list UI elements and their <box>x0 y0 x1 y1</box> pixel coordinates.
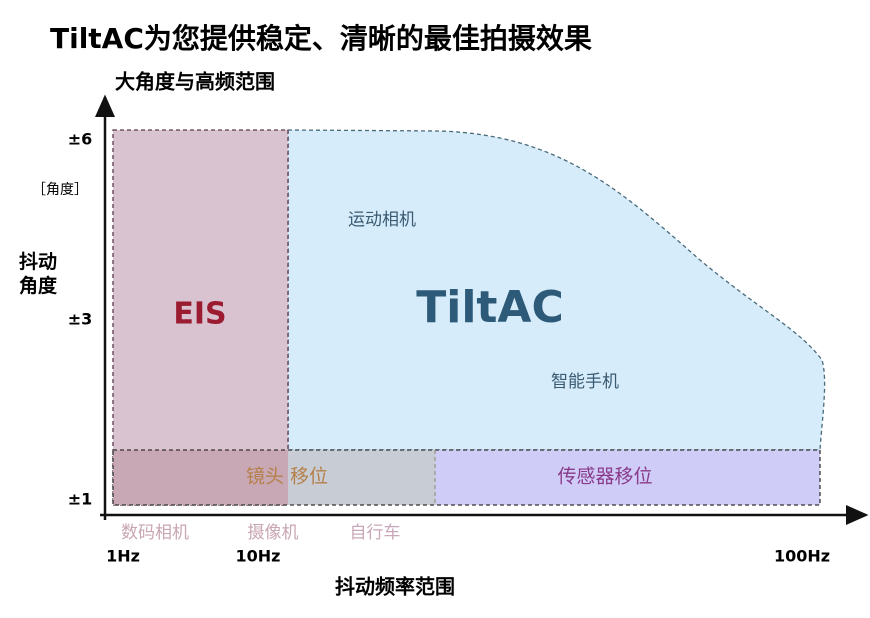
example-label: 运动相机 <box>348 210 416 230</box>
lens-band <box>288 450 435 505</box>
y-tick: ±6 <box>68 130 93 149</box>
x-tick: 100Hz <box>774 547 830 566</box>
eis-label: EIS <box>173 297 226 332</box>
example-label: 数码相机 <box>121 523 189 543</box>
y-axis-label: 抖动角度 <box>18 251 57 297</box>
subtitle: 大角度与高频范围 <box>115 70 275 94</box>
x-tick: 1Hz <box>106 547 140 566</box>
sensor-band-label: 传感器移位 <box>557 466 652 488</box>
band-overlap <box>113 450 288 505</box>
y-tick: ±1 <box>68 490 93 509</box>
example-label: 自行车 <box>350 523 401 543</box>
band-border <box>112 449 821 506</box>
example-label: 智能手机 <box>551 372 619 392</box>
tiltac-region <box>287 129 826 451</box>
example-label: 摄像机 <box>248 523 299 543</box>
sensor-band <box>435 450 820 505</box>
title: TiltAC为您提供稳定、清晰的最佳拍摄效果 <box>50 22 592 55</box>
lens-band-label: 镜头 移位 <box>246 466 328 488</box>
eis-region <box>112 129 289 506</box>
x-tick: 10Hz <box>236 547 281 566</box>
y-unit: ［角度］ <box>32 182 88 198</box>
y-tick: ±3 <box>68 310 93 329</box>
tiltac-label: TiltAC <box>416 282 564 333</box>
x-axis-label: 抖动频率范围 <box>335 575 455 599</box>
